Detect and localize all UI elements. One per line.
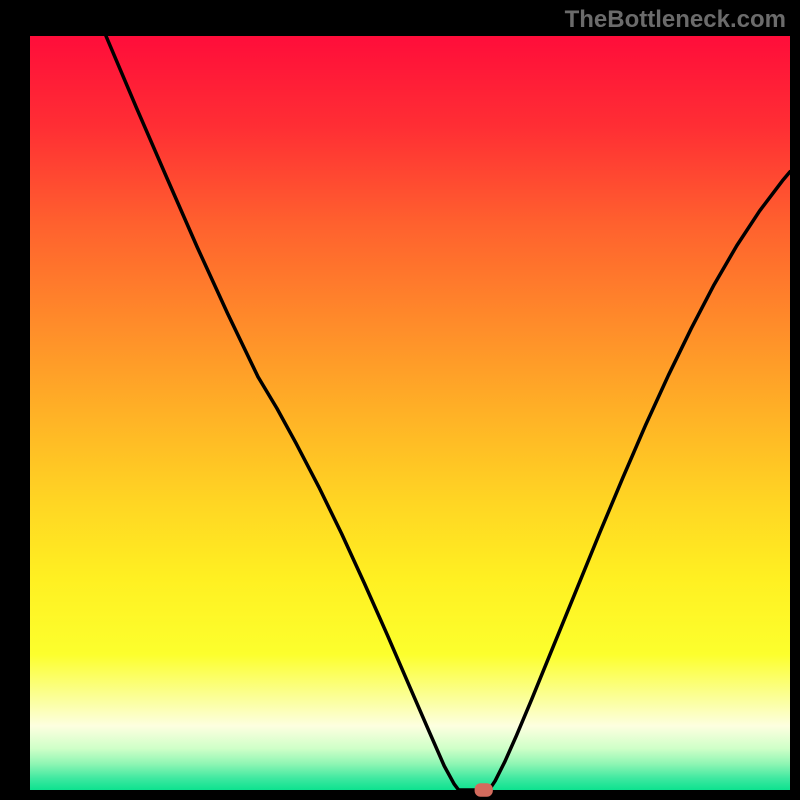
chart-canvas: TheBottleneck.com <box>0 0 800 800</box>
optimum-marker <box>475 783 493 797</box>
watermark-text: TheBottleneck.com <box>565 6 786 34</box>
bottleneck-chart <box>0 0 800 800</box>
plot-background <box>30 36 790 790</box>
